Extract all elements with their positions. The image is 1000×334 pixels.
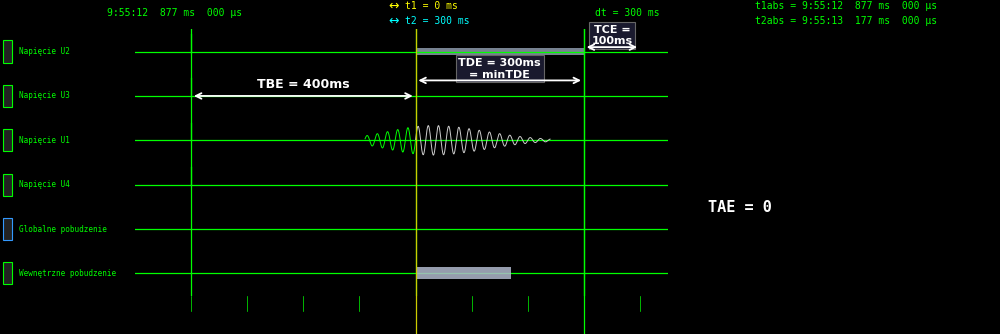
- Bar: [3, 218, 12, 240]
- Bar: [416, 48, 584, 55]
- Text: TCE =
100ms: TCE = 100ms: [591, 25, 632, 46]
- Text: t2abs = 9:55:13  177 ms  000 μs: t2abs = 9:55:13 177 ms 000 μs: [755, 16, 937, 26]
- Text: t1 = 0 ms: t1 = 0 ms: [405, 1, 458, 11]
- Text: ↔: ↔: [388, 15, 398, 28]
- Text: dt = 300 ms: dt = 300 ms: [595, 8, 660, 18]
- Text: Napięcie U4: Napięcie U4: [19, 180, 70, 189]
- Bar: [3, 174, 12, 196]
- Text: t1abs = 9:55:12  877 ms  000 μs: t1abs = 9:55:12 877 ms 000 μs: [755, 1, 937, 11]
- Text: TBE = 400ms: TBE = 400ms: [257, 77, 350, 91]
- Text: Wewnętrzne pobudzenie: Wewnętrzne pobudzenie: [19, 269, 116, 278]
- Bar: [416, 268, 511, 279]
- Text: TAE = 0: TAE = 0: [708, 200, 772, 215]
- Text: ↔: ↔: [388, 0, 398, 13]
- Bar: [3, 262, 12, 285]
- Bar: [3, 40, 12, 63]
- Text: Napięcie U1: Napięcie U1: [19, 136, 70, 145]
- Text: Globalne pobudzenie: Globalne pobudzenie: [19, 224, 107, 233]
- Text: Napięcie U2: Napięcie U2: [19, 47, 70, 56]
- Text: t2 = 300 ms: t2 = 300 ms: [405, 16, 470, 26]
- Bar: [3, 85, 12, 107]
- Text: Napięcie U3: Napięcie U3: [19, 92, 70, 101]
- Bar: [3, 129, 12, 151]
- Text: 9:55:12  877 ms  000 μs: 9:55:12 877 ms 000 μs: [107, 8, 243, 18]
- Text: TDE = 300ms
= minTDE: TDE = 300ms = minTDE: [458, 58, 541, 79]
